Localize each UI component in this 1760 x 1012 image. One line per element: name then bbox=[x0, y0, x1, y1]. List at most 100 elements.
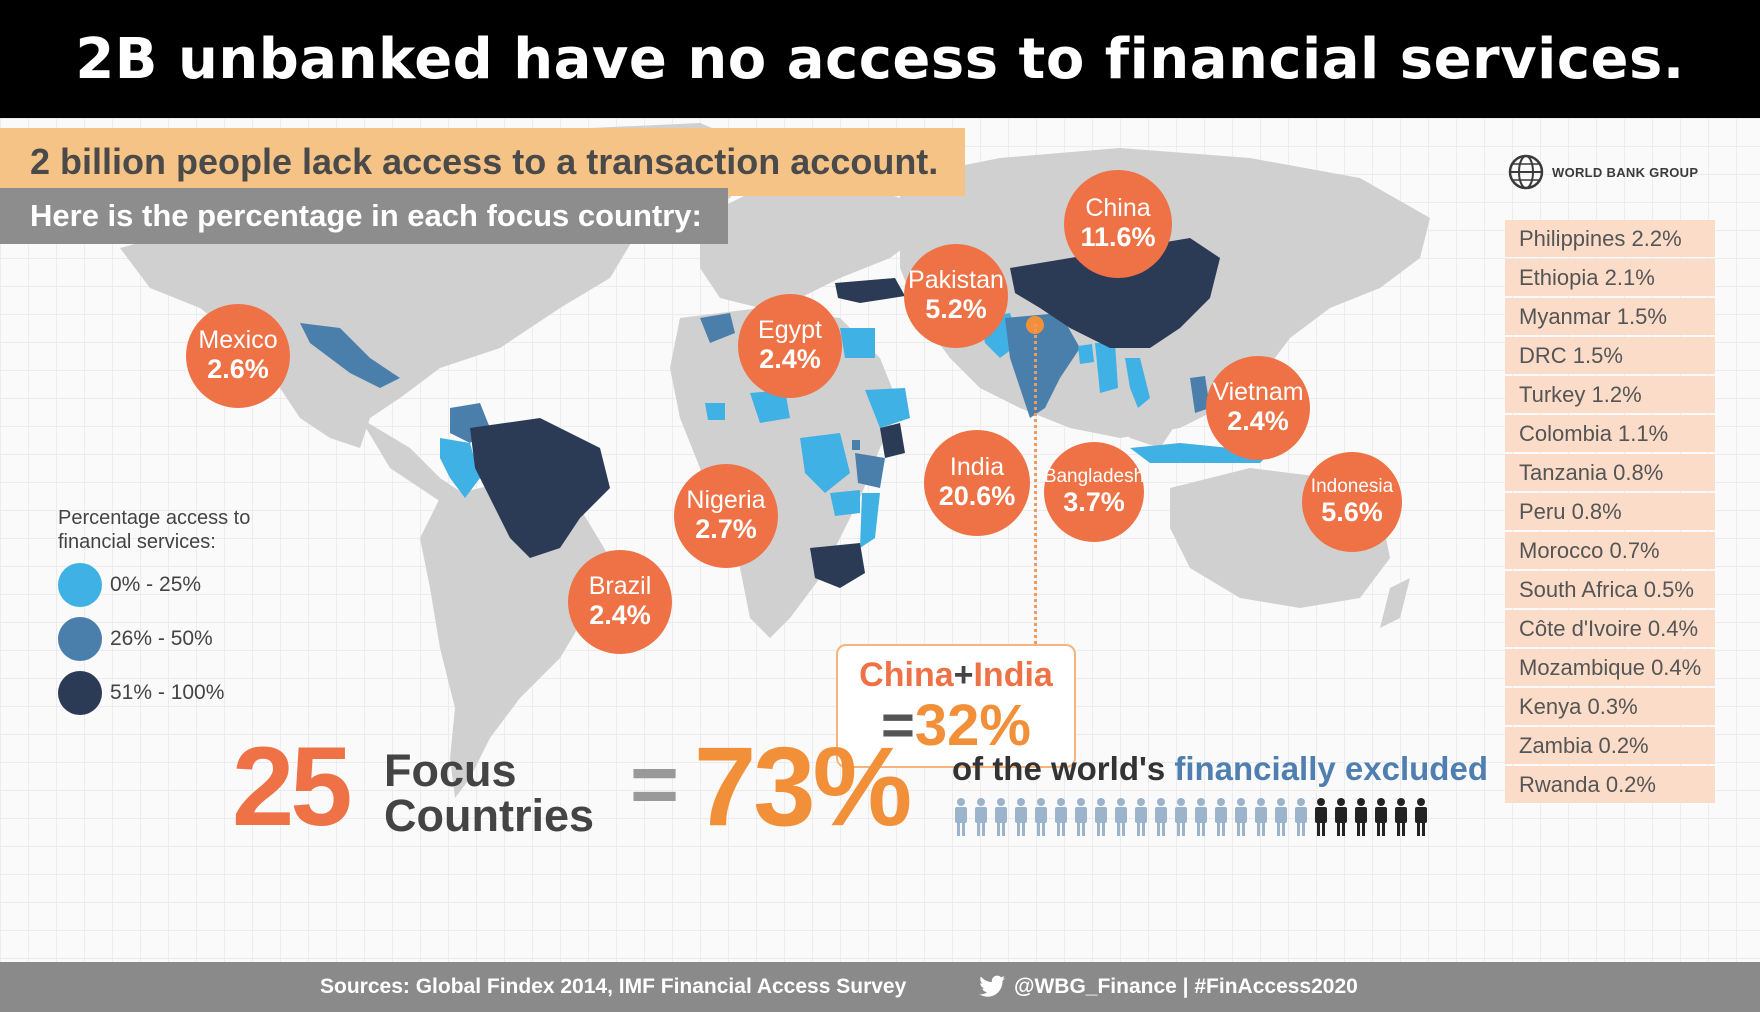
legend-label: 51% - 100% bbox=[110, 681, 225, 704]
kenya-region bbox=[880, 423, 905, 458]
bubble-country: China bbox=[1085, 194, 1151, 223]
bubble-percent: 2.4% bbox=[589, 599, 651, 630]
bubble-bangladesh: Bangladesh 3.7% bbox=[1044, 442, 1144, 542]
china-india-label: China+India bbox=[838, 656, 1074, 695]
person-icon bbox=[1172, 798, 1190, 838]
central-america-land bbox=[360, 418, 470, 508]
bubble-brazil: Brazil 2.4% bbox=[568, 550, 672, 654]
legend-label: 26% - 50% bbox=[110, 627, 213, 650]
list-item: Ethiopia 2.1% bbox=[1505, 259, 1715, 296]
bubble-country: Egypt bbox=[758, 316, 822, 345]
china-label: China bbox=[859, 656, 954, 694]
bubble-india: India 20.6% bbox=[924, 430, 1030, 536]
legend-swatch-mid-blue bbox=[58, 617, 102, 661]
brand-name: WORLD BANK GROUP bbox=[1552, 164, 1699, 180]
person-icon bbox=[992, 798, 1010, 838]
list-item: Turkey 1.2% bbox=[1505, 376, 1715, 413]
page-title: 2B unbanked have no access to financial … bbox=[75, 26, 1685, 92]
person-icon bbox=[972, 798, 990, 838]
list-item: Myanmar 1.5% bbox=[1505, 298, 1715, 335]
person-icon bbox=[1412, 798, 1430, 838]
list-item: Morocco 0.7% bbox=[1505, 532, 1715, 569]
bubble-country: Mexico bbox=[198, 326, 278, 355]
list-item: Kenya 0.3% bbox=[1505, 688, 1715, 725]
footer-bar: Sources: Global Findex 2014, IMF Financi… bbox=[0, 962, 1760, 1012]
bubble-indonesia: Indonesia 5.6% bbox=[1302, 452, 1402, 552]
bubble-country: Pakistan bbox=[908, 266, 1004, 295]
south-africa-region bbox=[810, 543, 865, 588]
person-icon bbox=[1232, 798, 1250, 838]
bubble-egypt: Egypt 2.4% bbox=[738, 294, 842, 398]
bubble-country: India bbox=[949, 453, 1005, 482]
bubble-percent: 5.2% bbox=[925, 293, 987, 324]
person-icon bbox=[1012, 798, 1030, 838]
person-icon bbox=[1292, 798, 1310, 838]
person-icon bbox=[952, 798, 970, 838]
legend-label: 0% - 25% bbox=[110, 573, 202, 596]
turkey-region bbox=[835, 278, 905, 303]
mozambique-region bbox=[860, 493, 880, 548]
southeast-asia-land bbox=[1100, 378, 1180, 448]
china-india-callout: China+India =32% bbox=[836, 644, 1076, 768]
legend-swatch-light-blue bbox=[58, 563, 102, 607]
title-bar: 2B unbanked have no access to financial … bbox=[0, 0, 1760, 118]
list-item: Côte d'Ivoire 0.4% bbox=[1505, 610, 1715, 647]
sources-text: Sources: Global Findex 2014, IMF Financi… bbox=[320, 975, 907, 998]
list-item: DRC 1.5% bbox=[1505, 337, 1715, 374]
bubble-percent: 11.6% bbox=[1080, 221, 1156, 252]
headline: 2 billion people lack access to a transa… bbox=[30, 141, 939, 182]
person-icon bbox=[1052, 798, 1070, 838]
list-item: Peru 0.8% bbox=[1505, 493, 1715, 530]
bubble-vietnam: Vietnam 2.4% bbox=[1206, 356, 1310, 460]
list-item: Tanzania 0.8% bbox=[1505, 454, 1715, 491]
bubble-mexico: Mexico 2.6% bbox=[186, 304, 290, 408]
philippines-region bbox=[1190, 376, 1210, 413]
list-item: Philippines 2.2% bbox=[1505, 220, 1715, 257]
legend-item: 51% - 100% bbox=[58, 670, 278, 716]
people-icon-row bbox=[952, 798, 1432, 838]
person-icon bbox=[1132, 798, 1150, 838]
list-item: South Africa 0.5% bbox=[1505, 571, 1715, 608]
europe-land bbox=[700, 178, 930, 308]
excluded-percent: 73% bbox=[694, 724, 912, 849]
bubble-percent: 2.7% bbox=[695, 513, 757, 544]
summary-equals: = bbox=[630, 737, 680, 831]
person-icon bbox=[1112, 798, 1130, 838]
china-india-value: =32% bbox=[838, 697, 1074, 755]
person-icon bbox=[1032, 798, 1050, 838]
excluded-text-highlight: financially excluded bbox=[1174, 750, 1488, 787]
new-zealand-land bbox=[1380, 578, 1410, 628]
focus-word: Focus bbox=[384, 745, 517, 796]
bubble-country: Vietnam bbox=[1212, 378, 1304, 407]
person-icon bbox=[1352, 798, 1370, 838]
legend-title: Percentage access to financial services: bbox=[58, 507, 251, 553]
equals-sign: = bbox=[881, 693, 915, 758]
bubble-percent: 2.4% bbox=[1227, 405, 1289, 436]
egypt-region bbox=[840, 328, 875, 358]
drc-region bbox=[800, 433, 850, 493]
plus-sign: + bbox=[953, 656, 974, 694]
list-item: Colombia 1.1% bbox=[1505, 415, 1715, 452]
bubble-percent: 5.6% bbox=[1321, 496, 1383, 527]
zambia-region bbox=[830, 490, 860, 516]
indonesia-region bbox=[1130, 443, 1270, 463]
person-icon bbox=[1272, 798, 1290, 838]
south-america-land bbox=[420, 478, 610, 798]
person-icon bbox=[1152, 798, 1170, 838]
twitter-text: @WBG_Finance | #FinAccess2020 bbox=[1014, 975, 1358, 998]
person-icon bbox=[1212, 798, 1230, 838]
person-icon bbox=[1312, 798, 1330, 838]
focus-countries-label: Focus Countries bbox=[384, 748, 594, 838]
bubble-country: Brazil bbox=[588, 572, 652, 601]
bubble-country: Nigeria bbox=[686, 486, 766, 515]
person-icon bbox=[1252, 798, 1270, 838]
morocco-region bbox=[700, 313, 735, 343]
india-connector-line bbox=[1034, 324, 1037, 644]
bubble-country: Indonesia bbox=[1310, 475, 1394, 497]
peru-region bbox=[440, 438, 480, 498]
tanzania-region bbox=[855, 453, 885, 488]
vietnam-region bbox=[1125, 358, 1150, 408]
infographic: 2 billion people lack access to a transa… bbox=[0, 118, 1760, 1012]
world-bank-brand: WORLD BANK GROUP bbox=[1508, 154, 1698, 190]
